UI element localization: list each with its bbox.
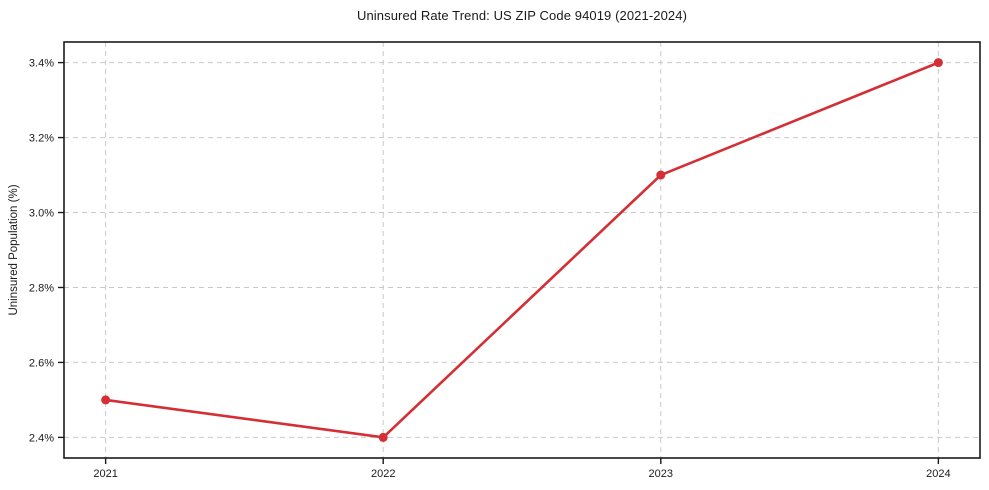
y-tick-label: 3.2% xyxy=(29,133,54,145)
x-tick-label: 2021 xyxy=(93,468,117,480)
data-point-2022 xyxy=(378,432,388,442)
trend-line xyxy=(104,61,940,439)
data-point-2021 xyxy=(101,395,111,405)
x-tick-label: 2022 xyxy=(371,468,395,480)
x-tick-label: 2023 xyxy=(649,468,673,480)
y-tick-label: 2.8% xyxy=(29,282,54,294)
y-tick-label: 2.6% xyxy=(29,357,54,369)
y-tick-label: 3.0% xyxy=(29,208,54,220)
data-point-2023 xyxy=(656,170,666,180)
y-tick-label: 2.4% xyxy=(29,432,54,444)
y-tick-label: 3.4% xyxy=(29,58,54,70)
data-point-2024 xyxy=(933,58,943,68)
chart-title: Uninsured Rate Trend: US ZIP Code 94019 … xyxy=(356,8,688,23)
plot-border xyxy=(63,41,981,459)
x-tick-label: 2024 xyxy=(926,468,950,480)
